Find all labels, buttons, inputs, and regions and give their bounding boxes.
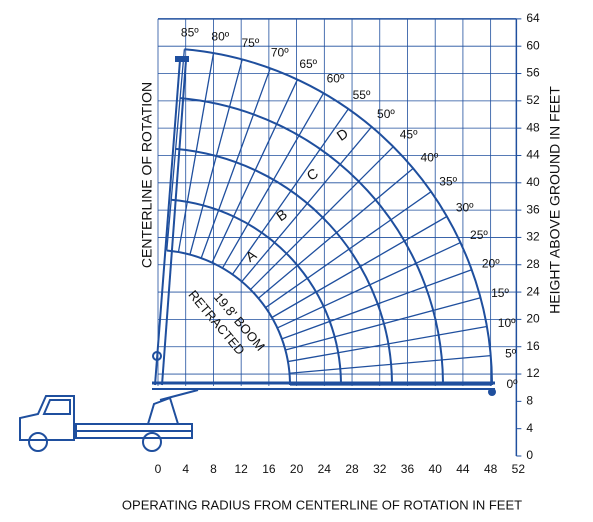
x-tick-label: 44	[456, 462, 470, 476]
angle-label: 70º	[271, 45, 289, 59]
right-label: HEIGHT ABOVE GROUND IN FEET	[547, 86, 563, 314]
y-tick-label: 52	[526, 93, 540, 107]
y-tick-label: 56	[526, 66, 540, 80]
boom-tip	[488, 388, 496, 396]
range-arc	[166, 249, 291, 386]
angle-line	[249, 146, 394, 291]
angle-line	[211, 79, 299, 263]
angle-line	[277, 241, 461, 329]
left-label: CENTERLINE OF ROTATION	[139, 82, 155, 268]
x-tick-label: 12	[234, 462, 248, 476]
angle-line	[257, 167, 414, 299]
angle-label: 30º	[456, 201, 474, 215]
bottom-label: OPERATING RADIUS FROM CENTERLINE OF ROTA…	[122, 497, 522, 512]
y-tick-label: 0	[526, 448, 533, 462]
angle-label: 80º	[211, 30, 229, 44]
section-label: C	[303, 165, 320, 184]
y-tick-label: 36	[526, 202, 540, 216]
angle-line	[285, 297, 481, 351]
angle-line	[241, 126, 373, 283]
boom-vertical	[154, 59, 181, 386]
angle-label: 40º	[421, 150, 439, 164]
x-tick-label: 48	[484, 462, 498, 476]
y-tick-label: 44	[526, 148, 540, 162]
y-tick-label: 48	[526, 120, 540, 134]
angle-label: 55º	[353, 88, 371, 102]
angle-line	[221, 92, 325, 269]
x-tick-label: 32	[373, 462, 387, 476]
angle-label: 20º	[482, 256, 500, 270]
angle-label: 50º	[377, 107, 395, 121]
angle-line	[265, 191, 432, 309]
angle-label: 25º	[470, 228, 488, 242]
section-label: A	[242, 246, 259, 265]
range-arc	[175, 147, 393, 386]
angle-label: 75º	[241, 36, 259, 50]
angle-label: 0º	[506, 377, 518, 391]
angle-line	[166, 49, 186, 251]
angle-line	[271, 215, 448, 319]
x-tick-label: 0	[155, 462, 162, 476]
angle-line	[189, 59, 243, 255]
boom-joint	[152, 351, 162, 361]
y-tick-label: 12	[526, 366, 540, 380]
grid	[157, 18, 522, 457]
truck-cab	[19, 395, 75, 441]
angle-label: 15º	[491, 286, 509, 300]
angle-line	[177, 53, 215, 253]
wheel	[28, 432, 48, 452]
angle-label: 45º	[400, 128, 418, 142]
y-tick-label: 40	[526, 175, 540, 189]
range-arc	[184, 48, 493, 386]
x-tick-label: 36	[401, 462, 415, 476]
truck-window	[42, 399, 71, 415]
angle-line	[231, 108, 349, 275]
boom-tip	[175, 56, 189, 62]
angle-line	[289, 354, 491, 374]
x-tick-label: 24	[318, 462, 332, 476]
y-tick-label: 32	[526, 230, 540, 244]
labels: 0 4 8 12 16 20 24 28 32 36 40 44 48 52048121620242832…	[155, 11, 540, 476]
section-label: D	[334, 125, 351, 144]
crane-base	[146, 396, 180, 425]
angle-label: 5º	[505, 346, 517, 360]
y-tick-label: 60	[526, 38, 540, 52]
wheel	[142, 432, 162, 452]
x-tick-label: 8	[210, 462, 217, 476]
angle-label: 65º	[299, 57, 317, 71]
angle-label: 85º	[181, 26, 199, 40]
x-tick-label: 28	[345, 462, 359, 476]
angle-line	[281, 269, 472, 340]
angle-line	[287, 325, 487, 363]
truck	[19, 389, 199, 452]
angle-line	[200, 68, 271, 259]
y-tick-label: 4	[526, 421, 533, 435]
angle-label: 35º	[439, 175, 457, 189]
range-arc	[180, 97, 444, 386]
boom-vertical	[161, 59, 187, 386]
boom	[152, 56, 496, 396]
y-tick-label: 20	[526, 312, 540, 326]
y-tick-label: 24	[526, 284, 540, 298]
x-tick-label: 20	[290, 462, 304, 476]
range-arc	[171, 198, 342, 386]
y-tick-label: 16	[526, 339, 540, 353]
x-tick-label: 4	[182, 462, 189, 476]
y-tick-label: 64	[526, 11, 540, 25]
crane-arm	[159, 389, 199, 401]
angle-label: 10º	[498, 316, 516, 330]
y-tick-label: 28	[526, 257, 540, 271]
x-tick-label: 16	[262, 462, 276, 476]
y-tick-label: 8	[526, 394, 533, 408]
x-tick-label: 52	[512, 462, 526, 476]
arcs	[166, 48, 493, 386]
angle-label: 60º	[327, 71, 345, 85]
section-label: B	[273, 206, 290, 224]
x-tick-label: 40	[429, 462, 443, 476]
